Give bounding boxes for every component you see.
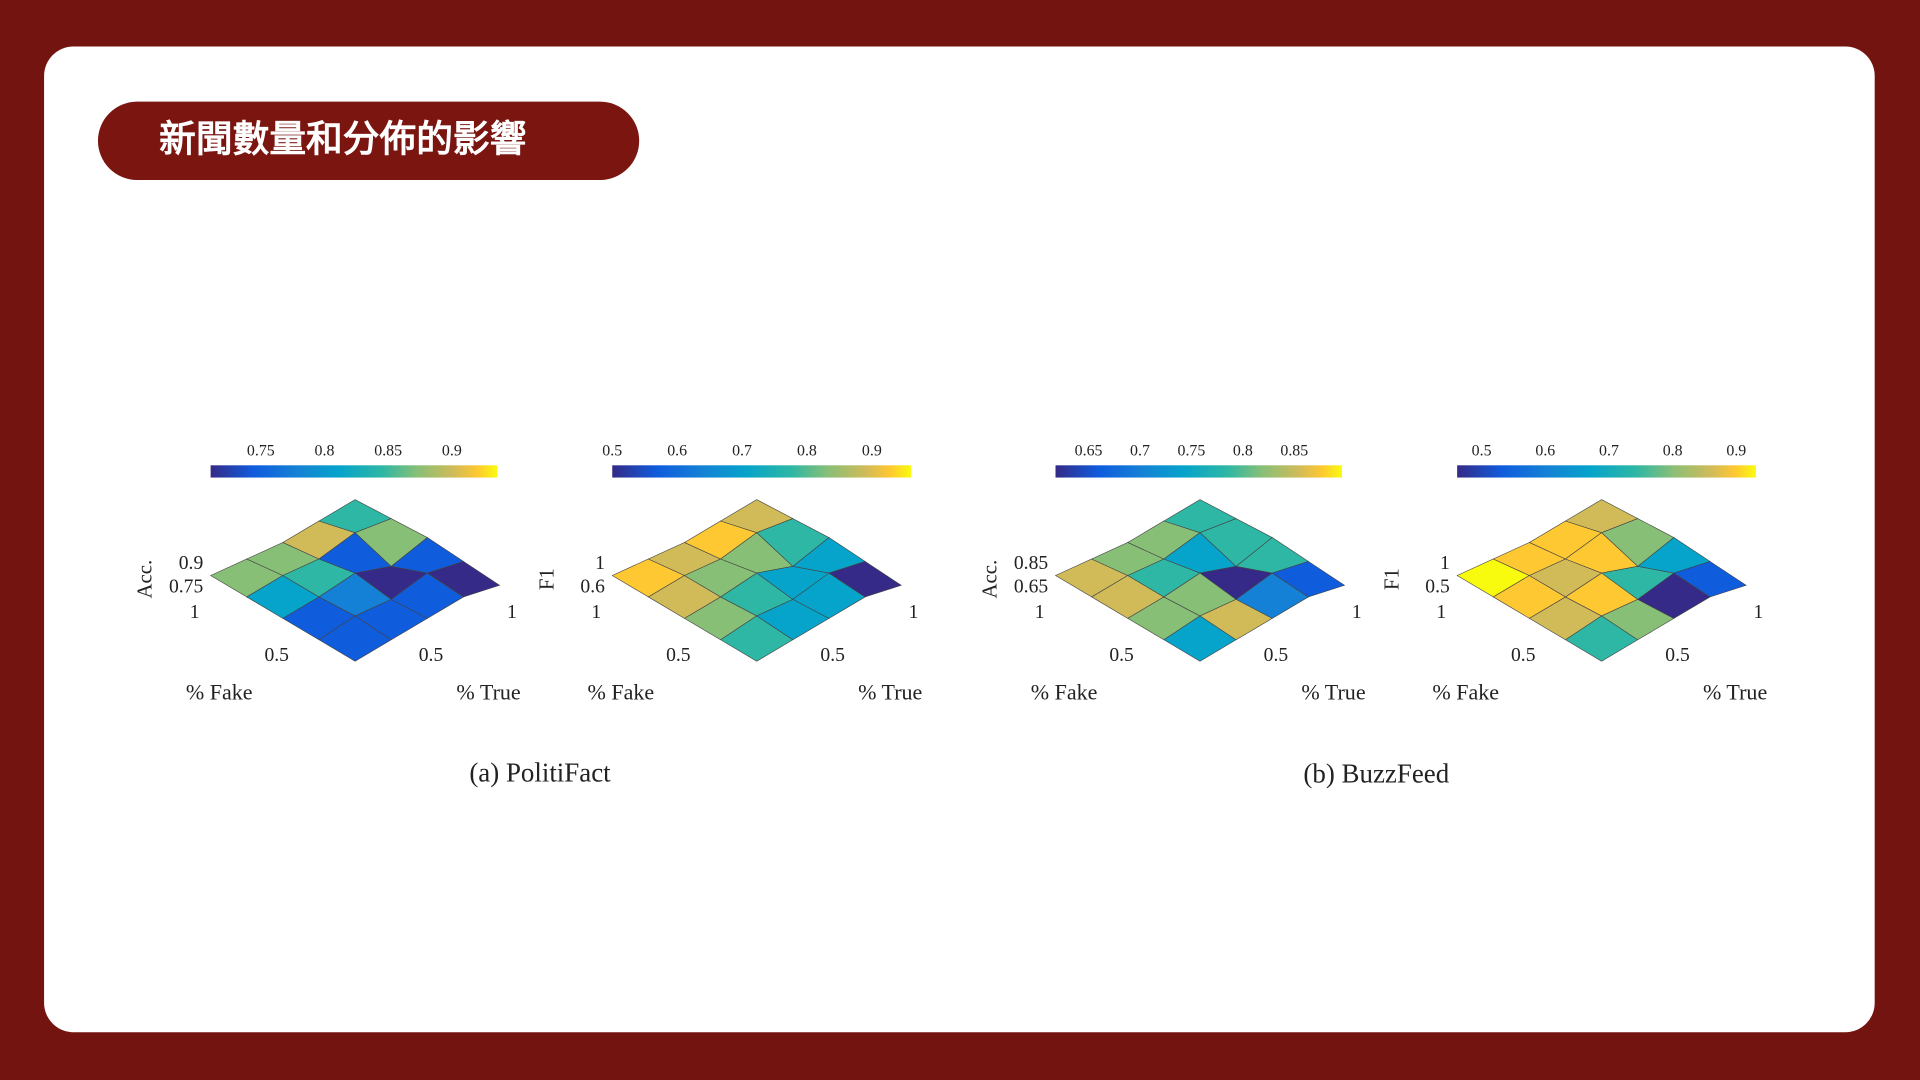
figure-caption: (b) BuzzFeed [1303,759,1449,789]
colorbar-tick-label: 0.75 [1178,442,1206,459]
true-tick-label: 0.5 [820,645,845,666]
colorbar-tick-label: 0.9 [862,442,882,459]
z-tick-label: 0.85 [1014,553,1048,574]
colorbar-tick-label: 0.5 [602,442,622,459]
colorbar-tick-label: 0.9 [442,442,462,459]
z-tick-label: 1 [595,553,605,574]
z-axis-label: F1 [534,568,558,590]
colorbar-tick-label: 0.75 [247,442,275,459]
fake-tick-label: 0.5 [1511,645,1536,666]
z-tick-label: 0.9 [179,553,203,574]
z-axis-label: Acc. [978,560,1002,599]
surface-patch [828,561,902,598]
fake-tick-label: 1 [591,602,601,623]
true-tick-label: 1 [1352,602,1362,623]
true-tick-label: 0.5 [1264,645,1289,666]
true-tick-label: 0.5 [419,645,444,666]
slide-title: 新聞數量和分佈的影響 [159,119,526,160]
title-pill [97,101,640,180]
colorbar-tick-label: 0.8 [797,442,817,459]
colorbar-tick-label: 0.5 [1472,442,1492,459]
fake-tick-label: 0.5 [666,645,691,666]
true-tick-label: 1 [1753,602,1763,623]
z-axis-label: Acc. [133,560,157,599]
colorbar-tick-label: 0.85 [1280,442,1308,459]
fake-axis-label: % Fake [1031,679,1098,704]
z-tick-label: 0.75 [169,576,203,597]
surface-patch [426,561,501,598]
colorbar [612,465,912,478]
colorbar-tick-label: 0.9 [1726,442,1746,459]
true-axis-label: % True [456,679,520,704]
colorbar-tick-label: 0.85 [374,442,402,459]
fake-tick-label: 1 [1436,602,1446,623]
true-tick-label: 0.5 [1665,645,1690,666]
z-tick-label: 1 [1440,553,1450,574]
colorbar [1457,465,1756,478]
fake-tick-label: 0.5 [1109,645,1134,666]
fake-axis-label: % Fake [1432,679,1499,704]
true-axis-label: % True [858,679,922,704]
true-tick-label: 1 [507,602,517,623]
colorbar-tick-label: 0.8 [1663,442,1683,459]
fake-tick-label: 0.5 [264,645,289,666]
fake-axis-label: % Fake [186,679,253,704]
colorbar-tick-label: 0.7 [1599,442,1619,459]
z-axis-label: F1 [1379,568,1403,590]
z-tick-label: 0.6 [580,576,605,597]
surface-patch [1673,561,1747,598]
surface-patch [1271,561,1346,598]
true-axis-label: % True [1301,679,1365,704]
colorbar-tick-label: 0.8 [315,442,335,459]
colorbar-tick-label: 0.8 [1233,442,1253,459]
z-tick-label: 0.5 [1425,576,1450,597]
colorbar-tick-label: 0.6 [1535,442,1555,459]
colorbar-tick-label: 0.65 [1075,442,1103,459]
fake-axis-label: % Fake [587,679,654,704]
z-tick-label: 0.65 [1014,576,1048,597]
colorbar [1055,465,1343,478]
colorbar-tick-label: 0.7 [1130,442,1150,459]
fake-tick-label: 1 [190,602,200,623]
colorbar [210,465,498,478]
figure-caption: (a) PolitiFact [469,757,611,787]
colorbar-tick-label: 0.6 [667,442,687,459]
fake-tick-label: 1 [1035,602,1045,623]
card [44,46,1875,1033]
colorbar-tick-label: 0.7 [732,442,752,459]
true-tick-label: 1 [909,602,919,623]
true-axis-label: % True [1703,679,1767,704]
